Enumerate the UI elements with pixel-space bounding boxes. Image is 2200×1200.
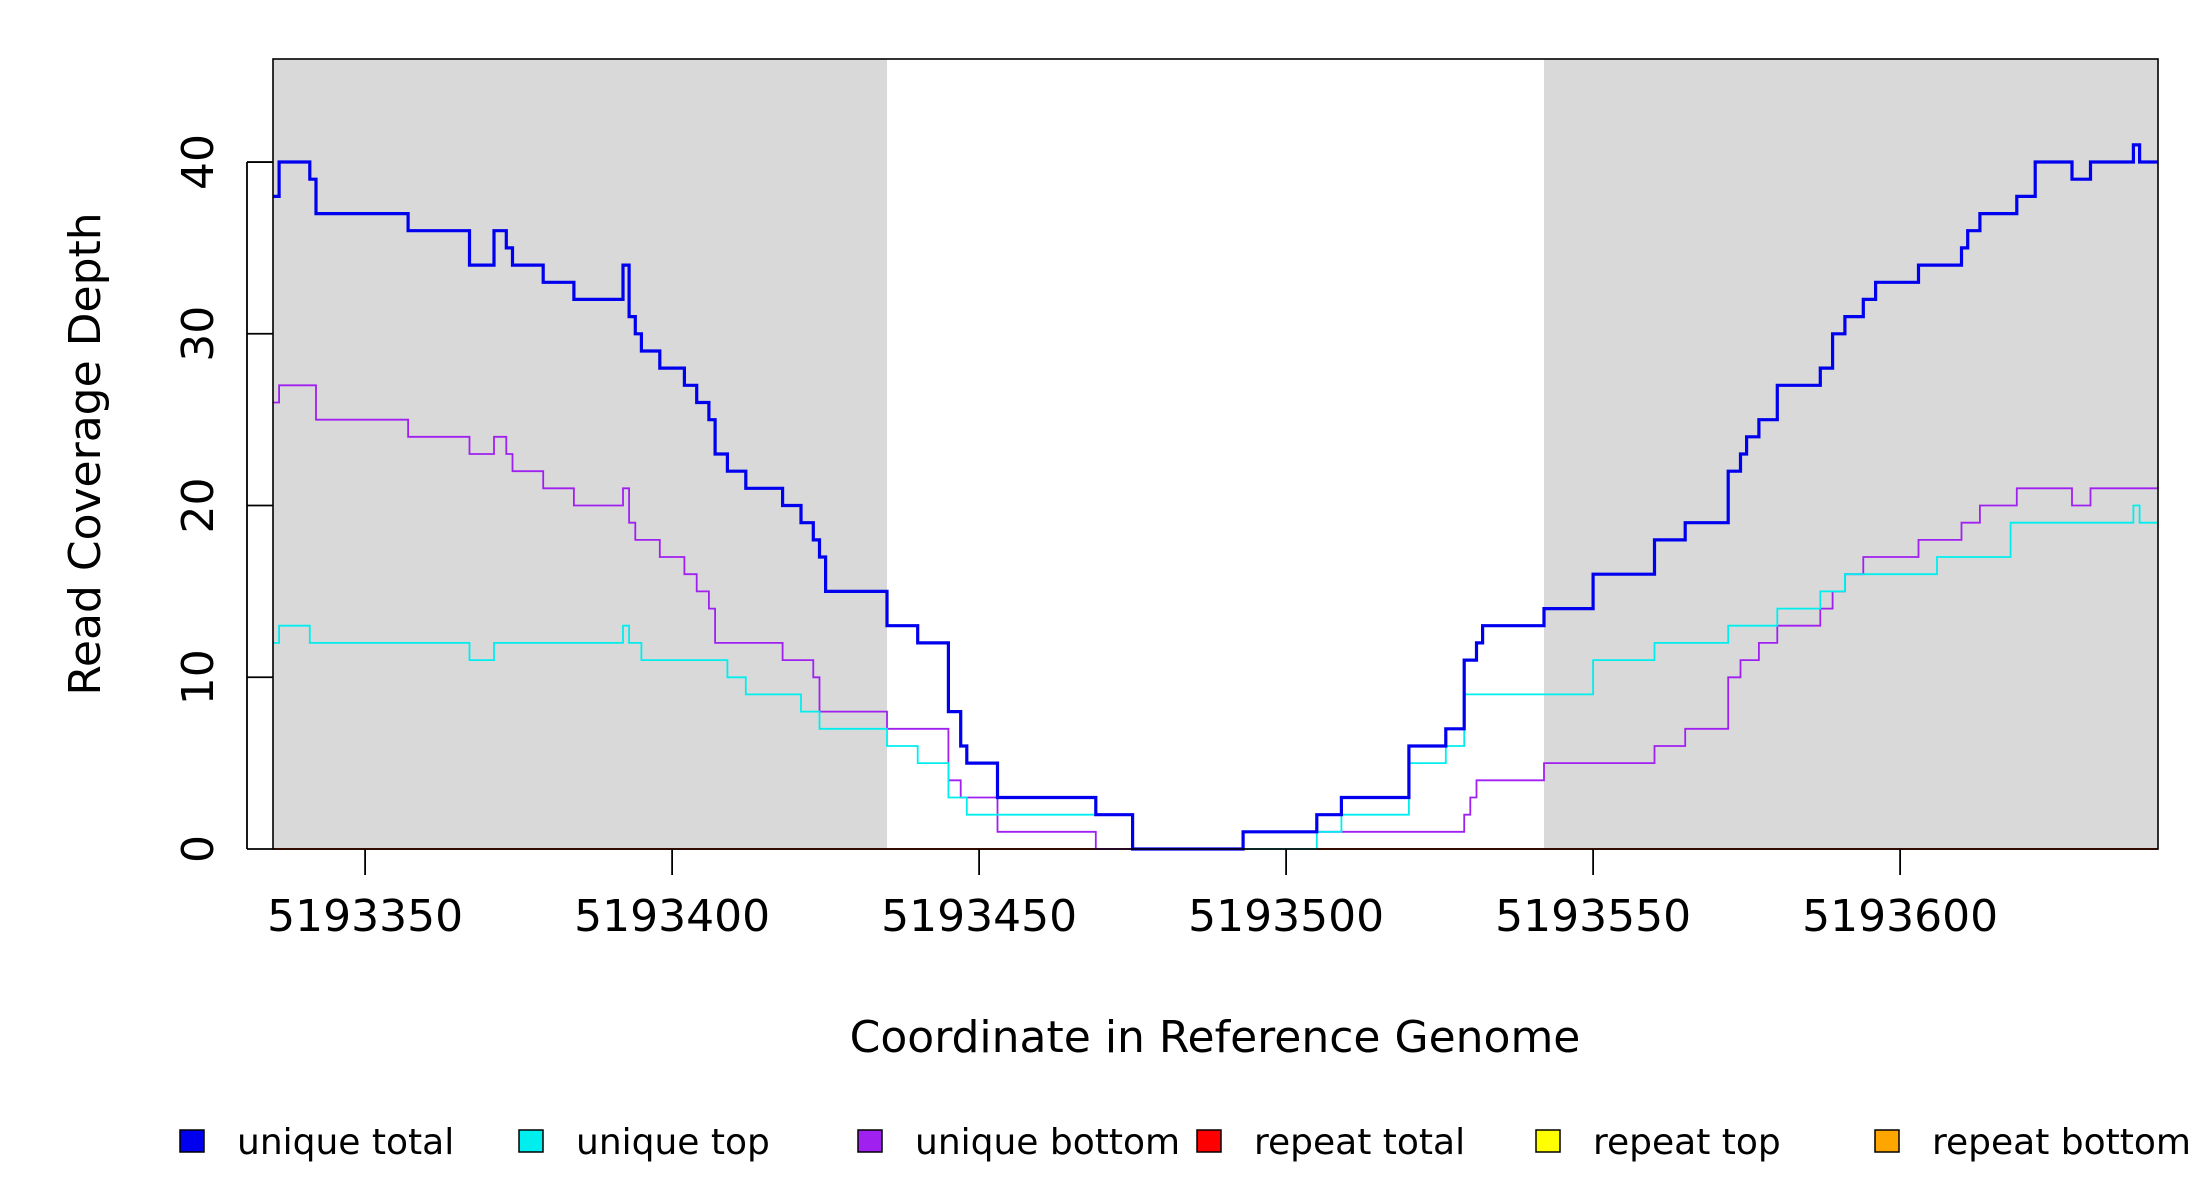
legend-item: unique top xyxy=(518,1122,770,1163)
legend-item: unique bottom xyxy=(857,1122,1180,1163)
x-tick-label: 5193550 xyxy=(1495,891,1691,942)
shaded-region-2 xyxy=(1543,59,2158,849)
series-line-unique-total xyxy=(273,143,2158,851)
legend-item: unique total xyxy=(179,1122,454,1163)
legend-item: repeat total xyxy=(1196,1122,1465,1163)
x-tick-label: 5193400 xyxy=(574,891,770,942)
x-tick-label: 5193350 xyxy=(267,891,463,942)
legend-label: unique total xyxy=(237,1122,454,1163)
legend-swatch xyxy=(1196,1129,1222,1153)
y-tick-label: 20 xyxy=(173,478,224,534)
y-tick-label: 0 xyxy=(173,835,224,863)
legend-item: repeat top xyxy=(1535,1122,1781,1163)
x-tick-label: 5193600 xyxy=(1802,891,1998,942)
legend-swatch xyxy=(179,1129,205,1153)
legend-swatch xyxy=(1535,1129,1561,1153)
legend: unique total unique top unique bottom repea… xyxy=(179,1122,2191,1163)
plot-frame xyxy=(272,58,2159,850)
legend-swatch xyxy=(518,1129,544,1153)
legend-swatch xyxy=(857,1129,883,1153)
legend-label: unique bottom xyxy=(915,1122,1180,1163)
y-axis-label: Read Coverage Depth xyxy=(60,212,111,695)
legend-label: repeat top xyxy=(1593,1122,1781,1163)
x-tick-label: 5193500 xyxy=(1188,891,1384,942)
x-axis-label: Coordinate in Reference Genome xyxy=(850,1012,1581,1063)
legend-label: repeat bottom xyxy=(1932,1122,2191,1163)
y-tick-label: 10 xyxy=(173,649,224,705)
y-axis: 0 10 20 30 40 xyxy=(173,134,273,863)
x-tick-label: 5193450 xyxy=(881,891,1077,942)
legend-label: unique top xyxy=(576,1122,770,1163)
shaded-region-1 xyxy=(273,59,888,849)
x-axis: 5193350 5193400 5193450 5193500 5193550 51936… xyxy=(267,849,1998,942)
legend-swatch xyxy=(1874,1129,1900,1153)
legend-label: repeat total xyxy=(1254,1122,1465,1163)
shaded-regions xyxy=(273,59,2158,849)
legend-item: repeat bottom xyxy=(1874,1122,2191,1163)
y-tick-label: 40 xyxy=(173,134,224,190)
y-tick-label: 30 xyxy=(173,306,224,362)
